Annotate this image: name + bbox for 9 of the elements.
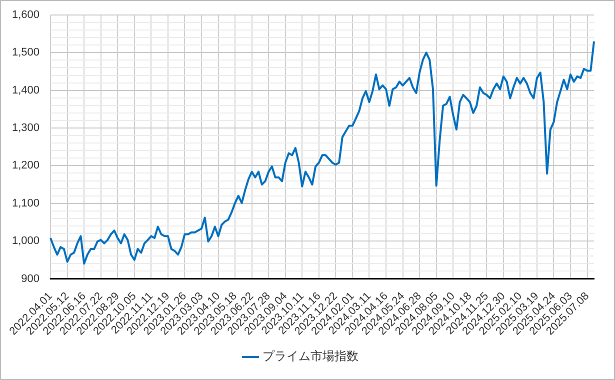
y-tick-label: 1,000 <box>12 235 40 248</box>
y-tick-label: 1,300 <box>12 122 40 134</box>
legend-label: プライム市場指数 <box>262 349 358 364</box>
y-tick-label: 1,100 <box>12 197 40 210</box>
y-tick-label: 1,600 <box>12 9 40 22</box>
y-tick-label: 1,500 <box>12 46 40 59</box>
y-tick-label: 1,200 <box>12 160 40 172</box>
y-tick-label: 900 <box>21 272 40 285</box>
y-tick-label: 1,400 <box>12 84 40 96</box>
